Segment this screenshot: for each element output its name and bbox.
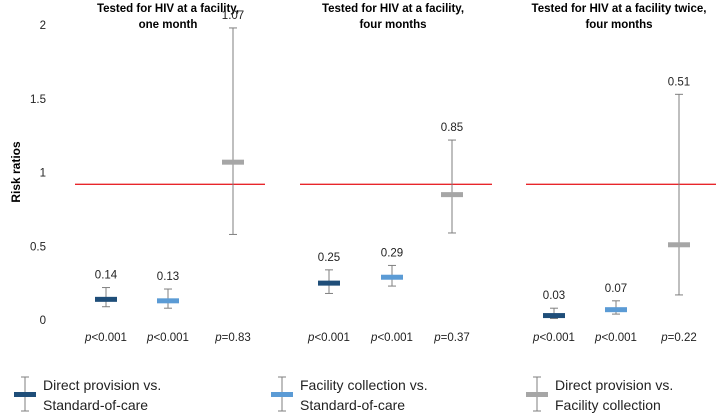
p-value-label: p=0.22 [660, 332, 697, 344]
data-label: 0.25 [318, 252, 340, 264]
legend-item: Direct provision vs. Facility collection [526, 376, 673, 413]
p-value-label: p<0.001 [146, 332, 189, 344]
data-label: 0.51 [668, 76, 690, 88]
error-bar [95, 287, 117, 308]
y-tick-label: 1 [40, 168, 46, 180]
panel-title-line: Tested for HIV at a facility, [322, 3, 464, 15]
legend-label: Standard-of-care [300, 397, 405, 413]
panel-title-line: Tested for HIV at a facility twice, [532, 3, 707, 15]
legend-swatch [271, 392, 293, 397]
p-value-label: p<0.001 [84, 332, 127, 344]
panel-title-line: Tested for HIV at a facility, [97, 3, 239, 15]
error-bar [318, 269, 340, 294]
p-value-label: p<0.001 [370, 332, 413, 344]
point-estimate-marker [441, 192, 463, 198]
error-bar [605, 300, 627, 315]
y-axis-label: Risk ratios [9, 141, 23, 203]
error-bar [157, 288, 179, 309]
legend-item: Direct provision vs. Standard-of-care [14, 376, 161, 413]
p-value-label: p<0.001 [594, 332, 637, 344]
panel: Tested for HIV at a facility, one month 0.… [75, 3, 265, 344]
error-bar [222, 27, 244, 235]
y-axis: 0 0.5 1 1.5 2 [30, 20, 46, 327]
point-estimate-marker [668, 242, 690, 248]
point-estimate-marker [222, 159, 244, 165]
p-value-label: p<0.001 [532, 332, 575, 344]
data-label: 0.13 [157, 271, 179, 283]
panel-title-line: four months [585, 19, 652, 31]
panel: Tested for HIV at a facility twice, four … [526, 3, 716, 344]
error-bar [543, 307, 565, 320]
error-bar [441, 139, 463, 234]
point-estimate-marker [381, 274, 403, 280]
legend-label: Standard-of-care [43, 397, 148, 413]
p-value-label: p<0.001 [307, 332, 350, 344]
panel: Tested for HIV at a facility, four months… [300, 3, 492, 344]
data-label: 0.14 [95, 270, 118, 282]
data-label: 1.07 [222, 10, 244, 22]
data-label: 0.85 [441, 122, 463, 134]
data-label: 0.07 [605, 283, 627, 295]
point-estimate-marker [157, 298, 179, 304]
chart-panels: Tested for HIV at a facility, one month 0.… [75, 3, 716, 344]
legend-label: Direct provision vs. [555, 377, 673, 393]
y-tick-label: 0.5 [30, 241, 46, 253]
point-estimate-marker [543, 313, 565, 319]
panel-title-line: four months [359, 19, 426, 31]
point-estimate-marker [95, 296, 117, 302]
legend-label: Facility collection vs. [300, 377, 428, 393]
legend-item: Facility collection vs. Standard-of-care [271, 376, 428, 413]
y-tick-label: 1.5 [30, 94, 46, 106]
legend-label: Direct provision vs. [43, 377, 161, 393]
p-value-label: p=0.37 [433, 332, 470, 344]
error-bar [381, 264, 403, 287]
data-label: 0.03 [543, 290, 565, 302]
legend: Direct provision vs.Standard-of-careFaci… [14, 376, 673, 413]
error-bar [668, 93, 690, 296]
p-value-label: p=0.83 [214, 332, 251, 344]
point-estimate-marker [605, 307, 627, 313]
legend-swatch [14, 392, 36, 397]
legend-label: Facility collection [555, 397, 661, 413]
y-tick-label: 2 [40, 20, 46, 32]
point-estimate-marker [318, 280, 340, 286]
panel-title-line: one month [139, 19, 198, 31]
y-tick-label: 0 [40, 315, 46, 327]
legend-swatch [526, 392, 548, 397]
data-label: 0.29 [381, 247, 403, 259]
